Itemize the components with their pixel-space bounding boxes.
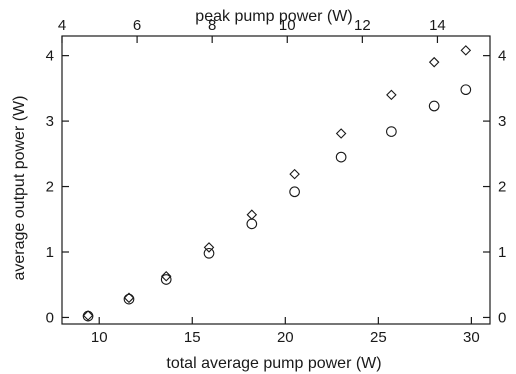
y-tick-label-left: 1 <box>46 244 54 261</box>
diamond-point <box>289 168 300 180</box>
circle-point <box>289 186 300 198</box>
diamond-point <box>460 45 472 56</box>
x-axis-label: total average pump power (W) <box>166 355 381 372</box>
diamond-point <box>428 56 440 68</box>
y-tick-label-left: 4 <box>46 48 54 65</box>
circle-point <box>123 293 135 305</box>
circle-point <box>428 100 440 112</box>
x2-tick-label: 6 <box>133 17 141 34</box>
circle-point <box>82 310 94 322</box>
y-tick-label-right: 2 <box>498 179 506 196</box>
x2-axis-label: peak pump power (W) <box>195 8 352 25</box>
y-tick-label-left: 0 <box>46 309 54 326</box>
plot-frame <box>61 35 491 325</box>
circle-point <box>386 126 397 137</box>
x-tick-label: 20 <box>277 329 294 346</box>
diamond-point <box>246 209 258 220</box>
x2-tick-label: 8 <box>208 17 216 34</box>
diamond-point <box>386 89 397 101</box>
tick-marks <box>61 36 490 324</box>
diamond-point <box>160 270 172 282</box>
x-tick-label: 15 <box>184 329 201 346</box>
circle-point <box>246 218 258 230</box>
diamond-point <box>82 310 94 321</box>
circle-point <box>203 247 215 259</box>
x2-tick-label: 4 <box>58 17 66 34</box>
circle-point <box>160 274 172 285</box>
tick-labels: 10 15 20 25 304 6 8 10 12 140 01 12 23 34 4 <box>46 17 507 346</box>
y-tick-label-right: 1 <box>498 244 506 261</box>
circle-point <box>335 151 347 163</box>
y-tick-label-right: 0 <box>498 309 506 326</box>
diamond-point <box>335 128 347 139</box>
x2-tick-label: 12 <box>354 17 371 34</box>
y-axis-label: average output power (W) <box>11 96 28 281</box>
x-tick-label: 30 <box>463 329 480 346</box>
x2-tick-label: 14 <box>429 17 446 34</box>
y-tick-label-right: 3 <box>498 113 506 130</box>
data-markers <box>82 45 472 322</box>
y-tick-label-left: 2 <box>46 179 54 196</box>
x-tick-label: 25 <box>370 329 387 346</box>
diamond-point <box>203 242 215 253</box>
y-tick-label-right: 4 <box>498 48 506 65</box>
y-tick-label-left: 3 <box>46 113 54 130</box>
x-tick-label: 10 <box>91 329 108 346</box>
diamond-point <box>123 292 135 304</box>
x2-tick-label: 10 <box>279 17 296 34</box>
circle-point <box>460 84 472 96</box>
